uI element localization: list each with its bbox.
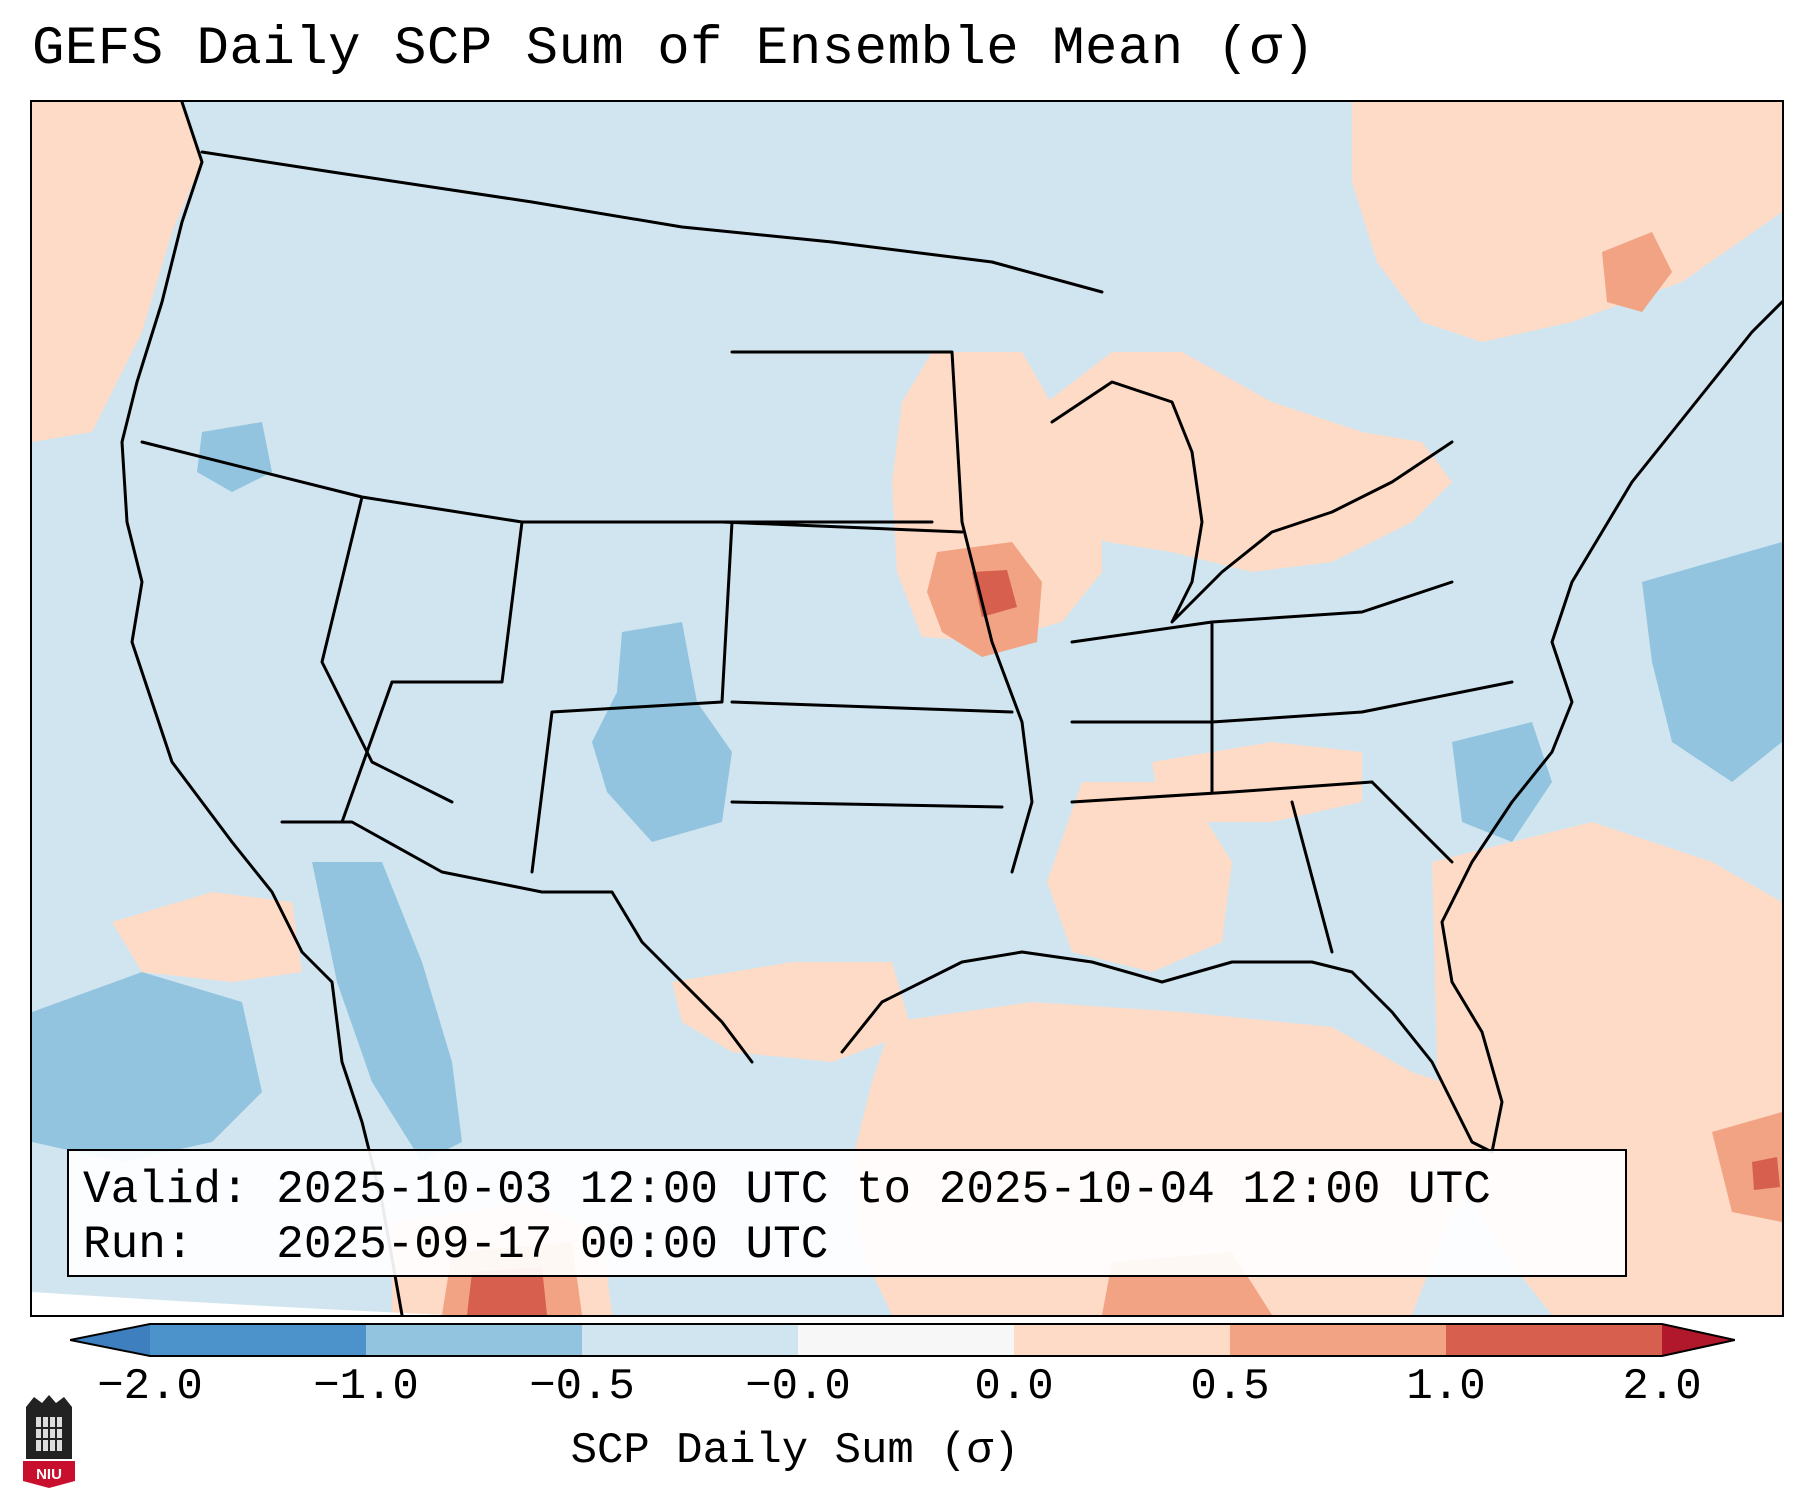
region-western-atlantic — [1642, 542, 1782, 782]
region-tennessee-valley — [1152, 742, 1362, 822]
colorbar — [70, 1323, 1735, 1357]
colorbar-bin-m1-m05 — [366, 1324, 582, 1356]
colorbar-extend-above — [1662, 1324, 1735, 1356]
region-east-pacific-low — [32, 972, 262, 1162]
region-northeast-coast — [1602, 232, 1672, 312]
coastline-gulf-atlantic — [840, 300, 1782, 1154]
colorbar-label: SCP Daily Sum (σ) — [570, 1426, 1020, 1476]
state-lines-west — [140, 440, 934, 874]
border-canada-us — [200, 150, 1104, 294]
colorbar-tick-label: −0.5 — [529, 1362, 635, 1412]
colorbar-tick-label: 0.5 — [1190, 1362, 1270, 1412]
region-lower-mississippi — [1047, 782, 1232, 972]
map-panel[interactable] — [30, 100, 1784, 1317]
state-lines-central — [720, 350, 1034, 874]
region-oregon — [197, 422, 272, 492]
colorbar-bin-0-05 — [1014, 1324, 1230, 1356]
colorbar-tick-label: 0.0 — [974, 1362, 1054, 1412]
colorbar-bin-m0-0 — [798, 1324, 1014, 1356]
colorbar-bin-m05-m0 — [582, 1324, 798, 1356]
valid-label: Valid: — [83, 1164, 249, 1216]
colorbar-outline — [70, 1323, 1735, 1357]
region-mexico-core — [467, 1267, 547, 1315]
negative-anomaly-regions — [32, 422, 1782, 1162]
colorbar-tick-label: 1.0 — [1406, 1362, 1486, 1412]
great-lakes-outline — [1050, 380, 1454, 624]
state-lines-east — [1070, 580, 1514, 954]
colorbar-bin-05-1 — [1230, 1324, 1446, 1356]
run-line: Run: 2025-09-17 00:00 UTC — [83, 1218, 1611, 1273]
region-colorado-rockies — [592, 622, 732, 842]
logo-text: NIU — [36, 1466, 62, 1483]
region-virginia-carolina — [1452, 722, 1552, 842]
colorbar-extend-below — [70, 1324, 150, 1356]
scp-map — [32, 102, 1782, 1315]
region-great-lakes — [1042, 352, 1452, 572]
colorbar-tick-label: −0.0 — [745, 1362, 851, 1412]
region-eastern-pacific — [112, 892, 302, 982]
coastline-west — [120, 102, 404, 1315]
valid-value: 2025-10-03 12:00 UTC to 2025-10-04 12:00… — [276, 1164, 1491, 1216]
valid-run-info-box: Valid: 2025-10-03 12:00 UTC to 2025-10-0… — [67, 1149, 1627, 1277]
region-northeast-canada — [1352, 102, 1782, 342]
colorbar-bin-1-2 — [1446, 1324, 1662, 1356]
colorbar-tick-label: 2.0 — [1622, 1362, 1702, 1412]
colorbar-bin-m2-m1 — [150, 1324, 366, 1356]
region-baja-california — [312, 862, 462, 1162]
map-title: GEFS Daily SCP Sum of Ensemble Mean (σ) — [32, 19, 1316, 80]
border-mexico-us — [280, 820, 754, 1064]
colorbar-tick-label: −2.0 — [97, 1362, 203, 1412]
region-cuba-area — [1712, 1112, 1782, 1222]
state-and-coastline-borders — [120, 102, 1782, 1315]
region-pacific-northwest-offshore — [32, 102, 202, 442]
region-cuba-core — [1752, 1157, 1780, 1190]
run-value: 2025-09-17 00:00 UTC — [276, 1219, 829, 1271]
valid-line: Valid: 2025-10-03 12:00 UTC to 2025-10-0… — [83, 1163, 1611, 1218]
logo-shield-icon — [23, 1461, 75, 1488]
logo-window-grid-icon — [36, 1417, 62, 1451]
run-label: Run: — [83, 1219, 194, 1271]
colorbar-tick-label: −1.0 — [313, 1362, 419, 1412]
niu-logo: NIU — [23, 1395, 75, 1488]
